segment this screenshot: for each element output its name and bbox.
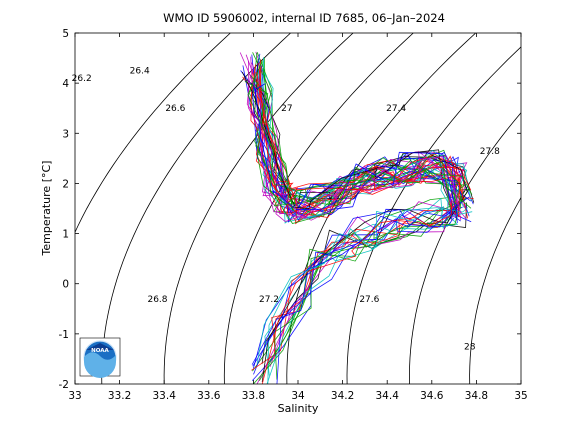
isopycnal-label: 27.2 [259,295,279,305]
isopycnal-line [42,33,231,384]
isopycnal-label: 27.4 [386,104,406,114]
x-tick-label: 33.6 [197,390,221,402]
noaa-logo-text: NOAA [91,348,109,354]
profile-line [257,62,458,223]
y-tick-label: -2 [59,379,69,391]
profile-line [252,193,463,371]
isopycnal-label: 27.8 [480,147,500,157]
profile-line [253,210,461,367]
x-tick-label: 34.8 [465,390,488,402]
x-tick-label: 33.8 [242,390,265,402]
profile-line [245,81,462,205]
isopycnal-label: 27 [281,104,292,114]
x-tick-label: 35 [514,390,527,402]
plot-clipped [42,33,576,386]
x-tick-label: 34.2 [331,390,354,402]
isopycnal-label: 27.6 [359,295,379,305]
y-tick-label: 4 [62,78,69,90]
profile-line [260,66,471,216]
profile-line [262,189,469,382]
isopycnal-label: 26.8 [147,295,167,305]
isopycnal-line [470,33,576,384]
y-tick-label: 1 [62,229,69,241]
x-tick-label: 34.6 [420,390,444,402]
y-tick-label: 2 [62,178,69,190]
isopycnal-label: 26.6 [165,104,185,114]
isopycnal-label: 26.2 [72,74,92,84]
x-axis-label: Salinity [278,402,319,415]
chart-title: WMO ID 5906002, internal ID 7685, 06–Jan… [163,11,445,25]
x-tick-label: 33.2 [108,390,131,402]
isopycnal-label: 28 [464,342,476,352]
profile-line [259,56,448,222]
x-tick-label: 33.4 [153,390,177,402]
y-tick-label: 0 [62,279,69,291]
y-tick-label: 5 [62,28,69,40]
noaa-logo: NOAA [80,338,120,378]
y-axis-label: Temperature [°C] [40,161,53,257]
isopycnal-line [409,33,576,384]
isopycnal-label: 26.4 [130,67,150,77]
isopycnal-line [530,33,576,384]
x-tick-label: 34 [291,390,305,402]
x-tick-label: 34.4 [376,390,400,402]
profile-line [257,57,471,223]
x-tick-label: 33 [68,390,81,402]
y-tick-label: -1 [59,329,69,341]
y-tick-label: 3 [62,128,69,140]
